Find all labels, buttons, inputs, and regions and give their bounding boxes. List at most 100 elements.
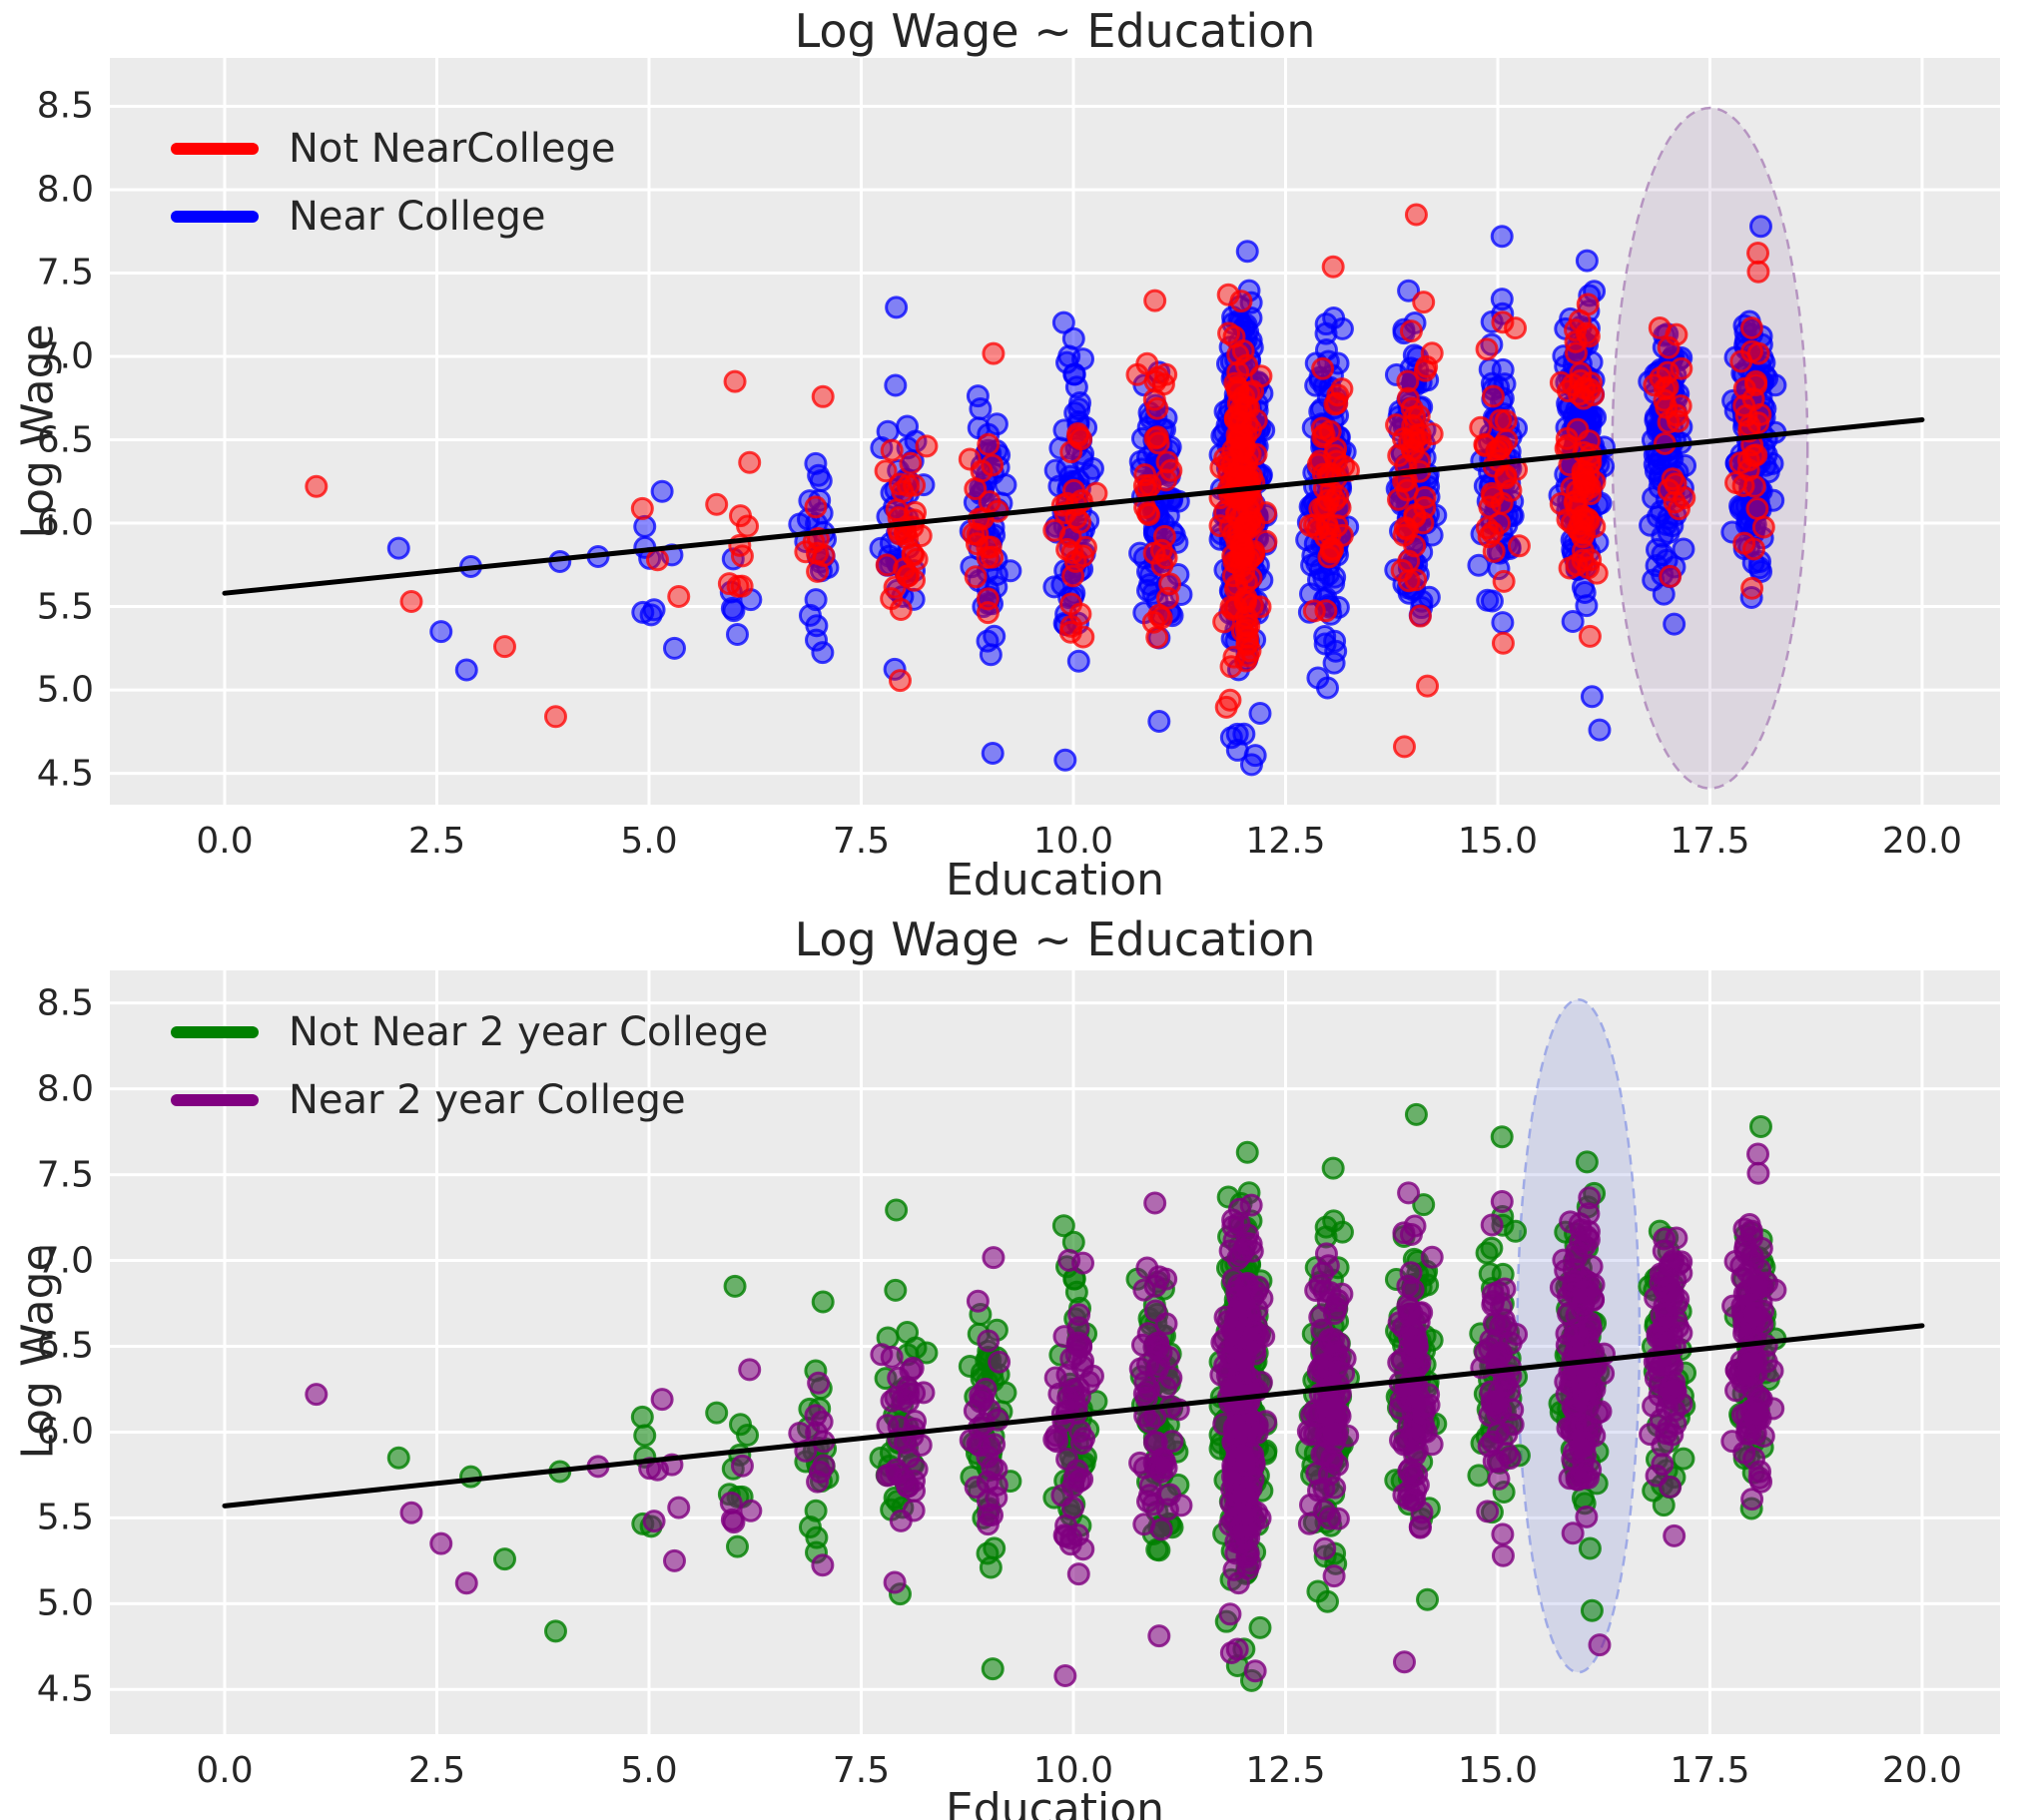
scatter-point xyxy=(1243,1659,1267,1683)
scatter-point xyxy=(739,1499,763,1522)
scatter-point xyxy=(1485,439,1509,463)
scatter-point xyxy=(1404,203,1428,227)
scatter-point xyxy=(1042,575,1066,599)
scatter-point xyxy=(1487,1467,1511,1491)
scatter-point xyxy=(1478,495,1502,519)
scatter-point xyxy=(1416,674,1440,698)
scatter-point xyxy=(788,1421,812,1445)
scatter-point xyxy=(1475,516,1499,540)
scatter-point xyxy=(1493,1277,1517,1301)
x-tick-label: 7.5 xyxy=(832,1750,891,1791)
scatter-point xyxy=(1744,369,1768,393)
legend-label: Near College xyxy=(289,194,546,240)
scatter-point xyxy=(1141,610,1165,634)
scatter-point xyxy=(982,1246,1006,1270)
scatter-point xyxy=(884,373,908,397)
y-tick-label: 5.0 xyxy=(36,1582,94,1624)
scatter-point xyxy=(1392,1221,1416,1245)
scatter-point xyxy=(1741,444,1765,468)
scatter-point xyxy=(1061,1496,1085,1519)
scatter-point xyxy=(1481,384,1505,408)
scatter-point xyxy=(981,453,1005,477)
scatter-point xyxy=(1659,564,1683,588)
scatter-point xyxy=(1147,1624,1171,1648)
scatter-point xyxy=(905,1458,929,1482)
scatter-point xyxy=(1321,1156,1345,1180)
scatter-point xyxy=(1235,1140,1259,1164)
scatter-point xyxy=(1135,1256,1159,1280)
y-tick-label: 4.5 xyxy=(36,753,94,795)
scatter-point xyxy=(1071,625,1095,649)
scatter-point xyxy=(1740,576,1764,600)
scatter-point xyxy=(1143,1299,1167,1323)
y-tick-label: 5.5 xyxy=(36,586,94,628)
scatter-point xyxy=(1318,1330,1342,1354)
scatter-point xyxy=(1326,1289,1350,1313)
scatter-point xyxy=(1559,1210,1583,1234)
scatter-point xyxy=(1248,701,1272,725)
x-tick-label: 10.0 xyxy=(1032,821,1114,862)
scatter-point xyxy=(492,635,516,659)
scatter-point xyxy=(399,590,423,614)
scatter-point xyxy=(1499,478,1523,502)
scatter-point xyxy=(1400,1422,1424,1446)
scatter-point xyxy=(1397,1181,1421,1205)
scatter-point xyxy=(667,585,691,609)
scatter-point xyxy=(630,1405,654,1429)
y-tick-label: 6.0 xyxy=(36,502,94,544)
scatter-point xyxy=(1567,382,1591,406)
scatter-point xyxy=(804,495,828,519)
scatter-point xyxy=(1665,1226,1688,1250)
legend-entry: Near College xyxy=(171,196,616,238)
scatter-point xyxy=(1490,1190,1514,1214)
scatter-point xyxy=(1476,588,1500,612)
x-tick-label: 0.0 xyxy=(196,821,254,862)
scatter-point xyxy=(1740,1488,1764,1512)
scatter-point xyxy=(1323,629,1347,653)
scatter-point xyxy=(705,492,729,516)
y-tick-label: 6.5 xyxy=(36,419,94,461)
scatter-point xyxy=(1392,1650,1416,1674)
scatter-point xyxy=(1662,1283,1685,1307)
scatter-point xyxy=(1214,695,1238,719)
scatter-point xyxy=(1160,1430,1184,1454)
highlight-ellipse xyxy=(1611,106,1809,790)
scatter-point xyxy=(1051,310,1075,334)
scatter-point xyxy=(1507,534,1531,558)
scatter-point xyxy=(1397,569,1421,593)
scatter-point xyxy=(1395,517,1419,541)
scatter-point xyxy=(642,1510,666,1533)
scatter-point xyxy=(1225,738,1249,762)
scatter-point xyxy=(1575,1150,1599,1174)
scatter-point xyxy=(1665,322,1688,346)
legend-top: Not NearCollege Near College xyxy=(171,128,616,238)
scatter-point xyxy=(1388,1397,1412,1421)
scatter-point xyxy=(1233,590,1257,614)
scatter-point xyxy=(1661,1375,1684,1399)
scatter-point xyxy=(1225,1411,1249,1435)
scatter-point xyxy=(805,628,829,652)
scatter-point xyxy=(1302,599,1326,623)
scatter-point xyxy=(722,1511,746,1534)
scatter-point xyxy=(1749,1470,1773,1494)
scatter-point xyxy=(1490,1125,1514,1149)
scatter-point xyxy=(1398,429,1422,453)
scatter-point xyxy=(1057,1248,1081,1272)
scatter-point xyxy=(1053,1664,1077,1688)
scatter-point xyxy=(1317,545,1341,569)
x-tick-label: 20.0 xyxy=(1881,821,1963,862)
y-tick-label: 8.0 xyxy=(36,1068,94,1110)
scatter-point xyxy=(1575,249,1599,273)
scatter-point xyxy=(981,1657,1005,1681)
legend-line-swatch xyxy=(171,211,259,223)
scatter-point xyxy=(1227,1197,1251,1221)
legend-label: Near 2 year College xyxy=(289,1077,686,1123)
scatter-point xyxy=(1567,1288,1591,1312)
scatter-point xyxy=(1306,1579,1330,1603)
scatter-point xyxy=(1051,1214,1075,1238)
scatter-point xyxy=(1413,358,1437,382)
y-tick-label: 6.0 xyxy=(36,1411,94,1453)
scatter-point xyxy=(880,1345,904,1369)
scatter-point xyxy=(1742,474,1766,498)
scatter-point xyxy=(1326,383,1350,407)
